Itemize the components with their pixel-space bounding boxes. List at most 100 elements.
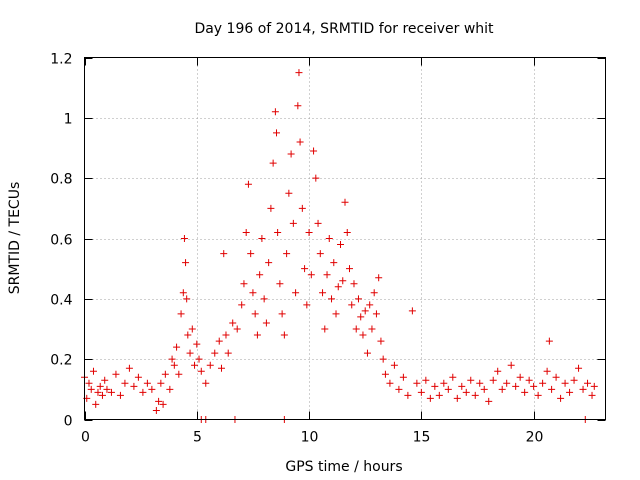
data-point xyxy=(103,385,111,393)
data-point xyxy=(251,310,259,318)
data-point xyxy=(289,219,297,227)
data-point xyxy=(85,379,93,387)
data-point xyxy=(348,301,356,309)
data-point xyxy=(233,325,241,333)
plot-frame xyxy=(84,57,606,420)
data-point xyxy=(155,397,163,405)
data-point xyxy=(307,271,315,279)
data-point xyxy=(352,325,360,333)
data-point xyxy=(545,337,553,345)
data-point xyxy=(480,385,488,393)
data-point xyxy=(341,198,349,206)
y-axis-title: SRMTID / TECUs xyxy=(7,182,23,295)
data-point xyxy=(370,289,378,297)
data-point xyxy=(285,189,293,197)
data-point xyxy=(566,388,574,396)
data-point xyxy=(435,391,443,399)
data-point xyxy=(256,271,264,279)
data-point xyxy=(287,150,295,158)
data-point xyxy=(359,331,367,339)
data-point xyxy=(345,265,353,273)
data-point xyxy=(177,310,185,318)
data-point xyxy=(186,349,194,357)
y-tick-label: 0.2 xyxy=(50,353,72,369)
data-point xyxy=(357,313,365,321)
data-point xyxy=(530,382,538,390)
data-point xyxy=(96,382,104,390)
data-point xyxy=(449,373,457,381)
data-point xyxy=(552,373,560,381)
data-point xyxy=(413,379,421,387)
data-point xyxy=(134,373,142,381)
data-point xyxy=(426,394,434,402)
data-point xyxy=(152,406,160,414)
data-point xyxy=(417,388,425,396)
data-point xyxy=(195,355,203,363)
data-point xyxy=(440,379,448,387)
data-point xyxy=(224,349,232,357)
data-point xyxy=(298,204,306,212)
data-point xyxy=(253,331,261,339)
data-point xyxy=(217,364,225,372)
data-point xyxy=(325,235,333,242)
data-point xyxy=(175,370,183,378)
data-point xyxy=(323,271,331,279)
data-point xyxy=(561,379,569,387)
data-point xyxy=(377,337,385,345)
data-point xyxy=(381,370,389,378)
data-point xyxy=(408,307,416,315)
y-tick-label: 0.6 xyxy=(50,233,72,249)
data-point xyxy=(458,382,466,390)
data-point xyxy=(238,301,246,309)
data-point xyxy=(211,349,219,357)
data-point xyxy=(265,259,273,267)
data-point xyxy=(379,355,387,363)
data-point xyxy=(404,391,412,399)
data-point xyxy=(485,397,493,405)
data-point xyxy=(395,385,403,393)
data-point xyxy=(343,228,351,236)
data-point xyxy=(242,228,250,236)
data-point xyxy=(273,129,281,137)
data-point xyxy=(159,400,167,408)
data-point xyxy=(444,385,452,393)
data-point xyxy=(467,376,475,384)
data-point xyxy=(143,379,151,387)
y-tick-label: 1.2 xyxy=(50,52,72,68)
data-point xyxy=(363,349,371,357)
data-point xyxy=(92,400,100,408)
data-point xyxy=(368,325,376,333)
data-point xyxy=(312,174,320,182)
x-tick-label: 0 xyxy=(81,430,90,446)
data-point xyxy=(334,283,342,291)
data-point xyxy=(431,382,439,390)
data-point xyxy=(494,367,502,375)
data-point xyxy=(161,370,169,378)
data-point xyxy=(557,394,565,402)
x-tick-label: 5 xyxy=(193,430,202,446)
data-point xyxy=(471,391,479,399)
data-point xyxy=(206,361,214,369)
data-point xyxy=(292,289,300,297)
data-point xyxy=(112,370,120,378)
data-point xyxy=(476,379,484,387)
data-point xyxy=(296,138,304,146)
data-point xyxy=(180,235,188,242)
data-point xyxy=(354,295,362,303)
axis-ticks: 0 0.2 0.4 0.6 0.8 1 1.2 0 5 10 15 20 xyxy=(50,52,606,446)
data-point xyxy=(271,108,279,116)
grid xyxy=(84,57,606,420)
data-point xyxy=(534,391,542,399)
data-point xyxy=(101,376,109,384)
data-point xyxy=(157,379,165,387)
data-point xyxy=(337,241,345,249)
data-point xyxy=(512,382,520,390)
data-point xyxy=(579,385,587,393)
data-points xyxy=(81,69,598,423)
data-point xyxy=(121,379,129,387)
data-point xyxy=(584,379,592,387)
data-point xyxy=(215,337,223,345)
data-point xyxy=(295,69,303,77)
data-point xyxy=(521,388,529,396)
